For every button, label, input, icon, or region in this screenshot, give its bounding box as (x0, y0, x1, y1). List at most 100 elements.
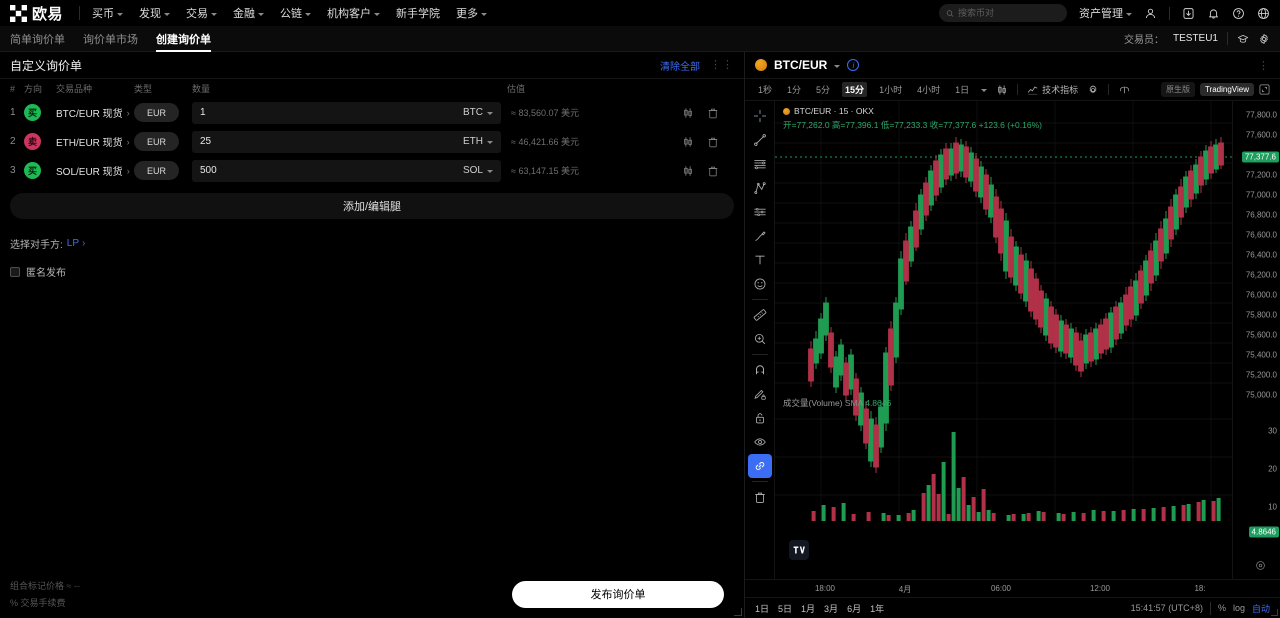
user-account-icon[interactable] (1144, 7, 1157, 20)
zoom-icon[interactable] (748, 327, 772, 351)
publish-rfq-button[interactable]: 发布询价单 (512, 580, 724, 608)
horizontal-lines-icon[interactable] (748, 152, 772, 176)
leg-type-pill[interactable]: EUR (134, 132, 179, 152)
log-scale-button[interactable]: log (1232, 603, 1245, 613)
timeframe-4h[interactable]: 4小时 (917, 85, 941, 95)
tab-rfq-market[interactable]: 询价单市场 (83, 33, 138, 46)
range-3m[interactable]: 3月 (824, 603, 839, 614)
mode-tradingview-button[interactable]: TradingView (1199, 83, 1254, 96)
nav-item-more[interactable]: 更多 (456, 5, 488, 21)
emoji-icon[interactable] (748, 272, 772, 296)
fullscreen-icon[interactable] (1259, 84, 1270, 95)
leg-quantity-field[interactable]: BTC (192, 101, 501, 124)
panel-drag-handle[interactable]: ⋮⋮ (710, 58, 734, 71)
leg-type-pill[interactable]: EUR (134, 103, 179, 123)
help-icon[interactable] (1232, 7, 1245, 20)
search-input[interactable] (958, 8, 1060, 18)
chart-type-candles-icon[interactable] (996, 84, 1008, 96)
quantity-currency-selector[interactable]: ETH (463, 136, 493, 147)
pattern-icon[interactable] (748, 200, 772, 224)
chevron-down-icon[interactable] (834, 64, 841, 68)
quantity-currency-selector[interactable]: SOL (463, 165, 493, 176)
okx-logo[interactable]: 欧易 (10, 3, 63, 24)
add-edit-leg-button[interactable]: 添加/编辑腿 (10, 193, 734, 219)
tab-simple-rfq[interactable]: 简单询价单 (10, 33, 65, 46)
pitchfork-icon[interactable] (748, 176, 772, 200)
candlestick-chart-icon[interactable] (682, 107, 694, 119)
leg-side[interactable]: 卖 (24, 133, 56, 150)
delete-leg-icon[interactable] (707, 107, 719, 119)
language-globe-icon[interactable] (1257, 7, 1270, 20)
price-plot[interactable]: BTC/EUR · 15 · OKX 开=77,262.0 高=77,396.1… (775, 101, 1232, 579)
info-icon[interactable]: i (847, 59, 860, 71)
notifications-bell-icon[interactable] (1207, 7, 1220, 20)
panel-resize-corner[interactable] (734, 608, 742, 616)
chart-panel-drag-handle[interactable]: ⋮ (1258, 59, 1270, 72)
chevron-down-icon[interactable] (981, 89, 988, 92)
leg-side[interactable]: 买 (24, 162, 56, 179)
nav-item-buy-crypto[interactable]: 买币 (92, 5, 124, 21)
download-app-icon[interactable] (1182, 7, 1195, 20)
tab-create-rfq[interactable]: 创建询价单 (156, 26, 211, 52)
timeframe-1s[interactable]: 1秒 (758, 85, 773, 95)
settings-gear-icon[interactable] (1258, 33, 1270, 45)
auto-scale-button[interactable]: 自动 (1251, 603, 1270, 614)
timeframe-1d[interactable]: 1日 (955, 85, 970, 95)
range-1y[interactable]: 1年 (870, 603, 885, 614)
leg-instrument-selector[interactable]: ETH/EUR 现货 › (56, 134, 134, 150)
text-icon[interactable] (748, 248, 772, 272)
clear-all-button[interactable]: 清除全部 (660, 61, 700, 73)
timeframe-5m[interactable]: 5分 (816, 85, 831, 95)
nav-item-trade[interactable]: 交易 (186, 5, 218, 21)
candlestick-chart-icon[interactable] (682, 136, 694, 148)
checkbox-box[interactable] (10, 266, 20, 277)
range-1m[interactable]: 1月 (801, 603, 816, 614)
quantity-currency-selector[interactable]: BTC (463, 107, 493, 118)
indicators-button[interactable]: 技术指标 (1027, 83, 1078, 96)
chart-settings-gear-icon[interactable] (1087, 84, 1099, 96)
nav-item-finance[interactable]: 金融 (233, 5, 265, 21)
leg-type-pill[interactable]: EUR (134, 161, 179, 181)
leg-side[interactable]: 买 (24, 104, 56, 121)
leg-instrument-selector[interactable]: SOL/EUR 现货 › (56, 163, 134, 179)
candlestick-chart-icon[interactable] (682, 165, 694, 177)
assets-management-menu[interactable]: 资产管理 (1079, 5, 1132, 21)
axis-settings-icon[interactable] (1255, 560, 1266, 573)
trash-icon[interactable] (748, 485, 772, 509)
magnet-icon[interactable] (748, 358, 772, 382)
quantity-input[interactable] (200, 136, 463, 147)
delete-leg-icon[interactable] (707, 165, 719, 177)
anonymous-publish-checkbox[interactable]: 匿名发布 (10, 264, 734, 279)
lock-icon[interactable] (748, 406, 772, 430)
timeframe-15m[interactable]: 15分 (842, 82, 868, 97)
nav-item-chain[interactable]: 公链 (280, 5, 312, 21)
leg-quantity-field[interactable]: SOL (192, 159, 501, 182)
side-badge-sell[interactable]: 卖 (24, 133, 41, 150)
chart-resize-corner[interactable] (1271, 609, 1278, 616)
nav-item-institutional[interactable]: 机构客户 (327, 5, 381, 21)
side-badge-buy[interactable]: 买 (24, 104, 41, 121)
quantity-input[interactable] (200, 107, 463, 118)
leg-quantity-field[interactable]: ETH (192, 130, 501, 153)
graduation-cap-icon[interactable] (1237, 33, 1249, 45)
range-5d[interactable]: 5日 (778, 603, 793, 614)
link-icon[interactable] (747, 454, 772, 478)
range-6m[interactable]: 6月 (847, 603, 862, 614)
range-1d[interactable]: 1日 (755, 603, 770, 614)
counterparty-link[interactable]: LP › (67, 238, 86, 249)
trend-line-icon[interactable] (748, 128, 772, 152)
delete-leg-icon[interactable] (707, 136, 719, 148)
leg-instrument-selector[interactable]: BTC/EUR 现货 › (56, 105, 134, 121)
pencil-lock-icon[interactable] (748, 382, 772, 406)
percent-scale-button[interactable]: % (1217, 603, 1226, 613)
search-box[interactable] (939, 4, 1067, 22)
time-axis[interactable]: 18:00 4月 06:00 12:00 18: (745, 540, 1280, 597)
side-badge-buy[interactable]: 买 (24, 162, 41, 179)
quantity-input[interactable] (200, 165, 463, 176)
nav-item-academy[interactable]: 新手学院 (396, 5, 440, 21)
mode-native-button[interactable]: 原生版 (1160, 82, 1195, 97)
timeframe-1m[interactable]: 1分 (787, 85, 802, 95)
chart-snapshot-icon[interactable] (1118, 84, 1131, 96)
timeframe-1h[interactable]: 1小时 (879, 85, 903, 95)
price-axis[interactable]: 77,800.0 77,600.0 77,377.6 77,200.0 77,0… (1232, 101, 1280, 579)
